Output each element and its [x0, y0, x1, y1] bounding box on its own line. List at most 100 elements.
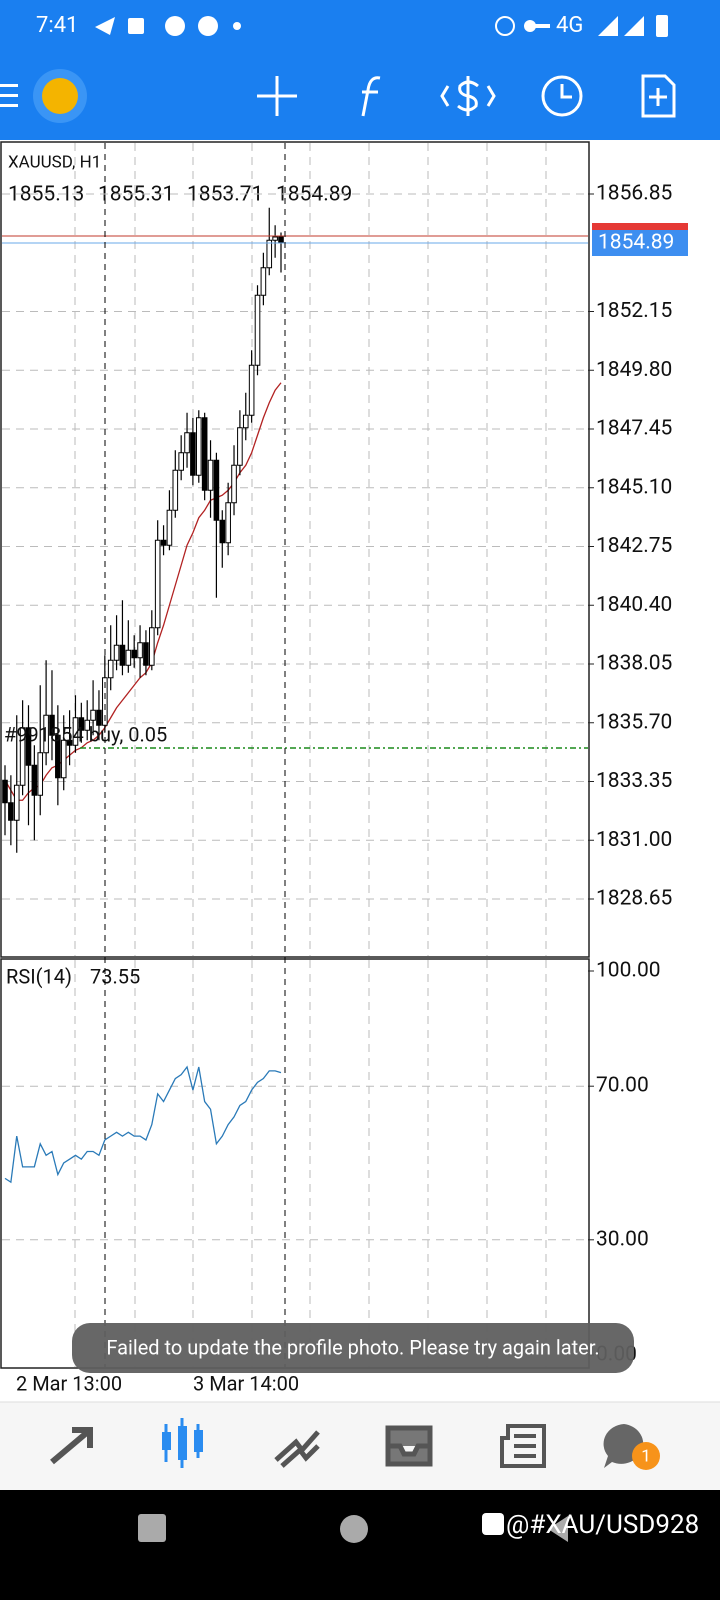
trade-tab[interactable] [274, 1430, 320, 1468]
y-tick-label: 1852.15 [596, 299, 672, 323]
y-tick-label: 1828.65 [596, 887, 672, 911]
y-tick-label: 100.00 [596, 959, 661, 983]
facebook-icon [482, 1513, 504, 1535]
candle-body [102, 677, 108, 726]
dot-icon [233, 22, 241, 30]
rsi-panel [0, 958, 590, 1369]
back-button[interactable] [548, 1516, 568, 1542]
history-tab[interactable] [385, 1425, 433, 1467]
messenger-icon [198, 16, 218, 36]
recents-button[interactable] [138, 1514, 166, 1542]
telegram-icon [95, 17, 115, 35]
chat-badge [632, 1442, 660, 1470]
candle-body [219, 519, 226, 544]
candle-body [272, 236, 278, 241]
price-label-box [592, 230, 688, 256]
toast [72, 1323, 634, 1373]
candle-body [278, 236, 284, 244]
candle-body [207, 459, 214, 491]
candle-body [49, 714, 55, 736]
trade-button[interactable] [440, 76, 496, 116]
candle-body [266, 239, 273, 269]
y-tick-label: 1849.80 [596, 358, 672, 382]
y-tick-label: 1856.85 [596, 182, 672, 206]
candle-body [84, 719, 91, 731]
news-tab[interactable] [500, 1424, 546, 1468]
candle-body [166, 509, 173, 546]
rsi-line [4, 1065, 282, 1184]
candle-body [172, 469, 179, 511]
home-button[interactable] [340, 1515, 368, 1543]
y-tick-label: 1831.00 [596, 828, 672, 852]
candle-body [43, 714, 49, 754]
symbol-label: XAUUSD, H1 [8, 152, 101, 172]
top-bar [0, 0, 720, 140]
candle-body [201, 417, 208, 491]
menu-icon[interactable] [0, 84, 18, 107]
status-time: 7:41 [36, 13, 78, 38]
candle-body [184, 432, 190, 454]
candle-body [237, 427, 243, 466]
battery-icon [656, 15, 668, 37]
candle-body [154, 539, 161, 629]
new-order-button[interactable] [641, 74, 676, 118]
chart-tab[interactable] [162, 1418, 203, 1468]
candle-body [149, 627, 155, 666]
timeframe-button[interactable] [541, 75, 583, 117]
candle-body [19, 727, 26, 786]
signal-icon [624, 16, 644, 36]
rsi-value: 73.55 [90, 964, 140, 988]
candle-body [72, 717, 79, 746]
candle-body [60, 739, 67, 779]
candle-body [25, 727, 32, 766]
candle-body [131, 649, 137, 659]
y-tick-label: 30.00 [596, 1227, 649, 1251]
messenger-icon [165, 16, 185, 36]
candle-body [231, 464, 237, 504]
candle-body [113, 644, 120, 661]
candle-body [260, 267, 267, 296]
candle-body [160, 539, 167, 546]
price-panel [0, 141, 590, 958]
candle-body [143, 642, 149, 666]
price-label: 1854.89 [598, 231, 674, 255]
candle-body [96, 709, 102, 726]
candle-body [119, 644, 126, 666]
candle-body [213, 459, 220, 521]
candle-body [137, 642, 143, 659]
candle-body [190, 432, 196, 476]
x-tick-label: 3 Mar 14:00 [193, 1371, 299, 1395]
watermark: @#XAU/USD928 [506, 1510, 699, 1540]
y-tick-label: 1842.75 [596, 534, 672, 558]
candle-body [178, 452, 184, 471]
candle-body [195, 417, 202, 476]
candle-body [31, 764, 38, 796]
candle-body [242, 414, 249, 429]
system-nav [0, 1490, 720, 1600]
indicators-button[interactable] [361, 76, 381, 117]
key-icon [524, 20, 536, 32]
timeframe-button [560, 84, 572, 99]
ohlc-low: 1853.71 [187, 183, 263, 207]
nav-icons: 1 [50, 1418, 660, 1470]
vertical-grid [74, 143, 547, 1367]
y-tick-label: 1840.40 [596, 593, 672, 617]
chat-badge-count: 1 [641, 1446, 651, 1466]
y-tick-label: 1845.10 [596, 475, 672, 499]
candle-body [2, 779, 8, 804]
y-tick-label: 70.00 [596, 1074, 649, 1098]
candle-body [78, 717, 85, 731]
quotes-tab[interactable] [50, 1427, 93, 1465]
crosshair-button[interactable] [257, 76, 297, 116]
y-tick-label: 1838.05 [596, 652, 672, 676]
toolbar [0, 69, 676, 123]
ohlc-high: 1855.31 [98, 183, 174, 207]
candle-body [13, 784, 20, 821]
status-network: 4G [556, 13, 583, 38]
key-icon [534, 24, 550, 28]
ohlc-open: 1855.13 [8, 183, 84, 207]
candle-body [254, 294, 261, 366]
rsi-name: RSI(14) [6, 964, 72, 988]
candle-body [37, 752, 44, 796]
